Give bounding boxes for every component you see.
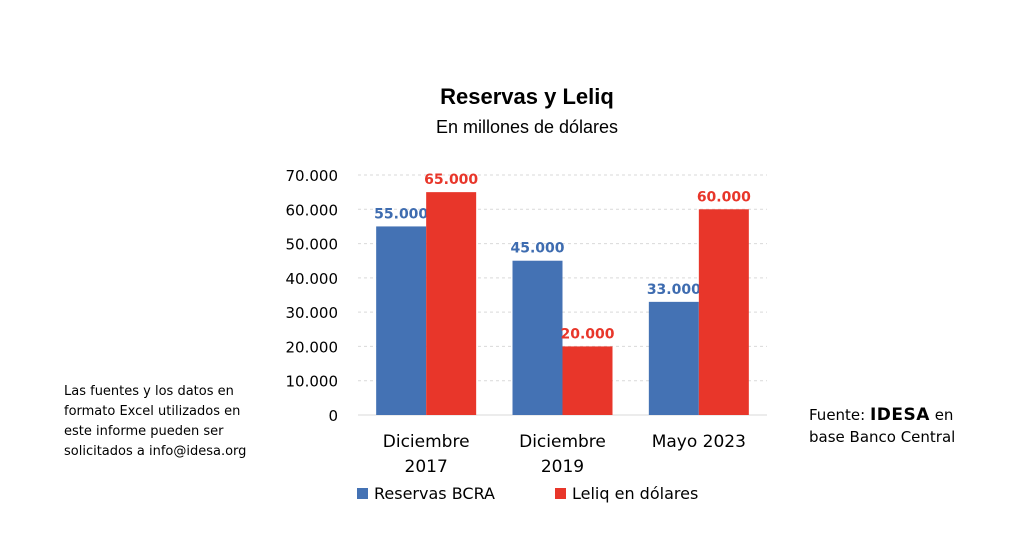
source-note: Fuente: IDESA en base Banco Central bbox=[809, 404, 955, 448]
y-tick-label: 40.000 bbox=[286, 270, 339, 288]
x-tick-label: 2019 bbox=[541, 457, 584, 477]
bar-reservas bbox=[648, 301, 699, 415]
y-tick-label: 70.000 bbox=[286, 167, 339, 185]
data-label: 60.000 bbox=[697, 189, 751, 205]
source-line2: base Banco Central bbox=[809, 428, 956, 446]
bar-reservas bbox=[512, 260, 563, 415]
source-suffix: en bbox=[929, 406, 954, 424]
bar-leliq bbox=[426, 192, 477, 415]
y-tick-label: 60.000 bbox=[286, 201, 339, 219]
x-tick-label: 2017 bbox=[405, 457, 448, 477]
data-label: 55.000 bbox=[374, 206, 428, 222]
legend-label: Reservas BCRA bbox=[374, 484, 495, 503]
y-tick-label: 30.000 bbox=[286, 304, 339, 322]
data-label: 45.000 bbox=[510, 241, 564, 257]
legend-swatch bbox=[555, 488, 566, 499]
y-tick-label: 20.000 bbox=[286, 338, 339, 356]
x-tick-label: Mayo 2023 bbox=[652, 432, 746, 452]
source-prefix: Fuente: bbox=[809, 406, 870, 424]
chart-title: Reservas y Leliq bbox=[440, 84, 614, 109]
data-label: 33.000 bbox=[647, 282, 701, 298]
data-availability-note: Las fuentes y los datos en formato Excel… bbox=[64, 384, 247, 459]
data-label: 20.000 bbox=[560, 326, 614, 342]
y-tick-label: 50.000 bbox=[286, 236, 339, 254]
legend-swatch bbox=[357, 488, 368, 499]
x-tick-label: Diciembre bbox=[383, 432, 470, 452]
bar-leliq bbox=[562, 346, 613, 415]
idesa-brand: IDESA bbox=[869, 405, 930, 425]
x-tick-label: Diciembre bbox=[519, 432, 606, 452]
bar-leliq bbox=[698, 209, 749, 415]
bar-reservas bbox=[376, 226, 427, 415]
y-tick-label: 0 bbox=[328, 407, 338, 425]
chart-subtitle: En millones de dólares bbox=[435, 117, 619, 137]
y-tick-label: 10.000 bbox=[286, 373, 339, 391]
data-label: 65.000 bbox=[424, 172, 478, 188]
legend-label: Leliq en dólares bbox=[572, 484, 698, 503]
